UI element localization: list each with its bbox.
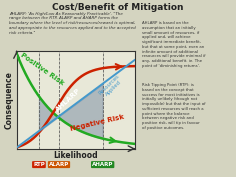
Y-axis label: Consequence: Consequence <box>5 71 14 129</box>
X-axis label: Likelihood: Likelihood <box>53 152 98 161</box>
Text: Negative Risk: Negative Risk <box>69 114 124 133</box>
Text: AHLARP is based on the
assumption that an initially
small amount of resources, i: AHLARP is based on the assumption that a… <box>142 21 205 68</box>
Text: Positive Risk: Positive Risk <box>20 52 65 86</box>
Text: Cost/Benefit of Mitigation: Cost/Benefit of Mitigation <box>52 3 184 12</box>
Text: AHLARP: AHLARP <box>55 87 82 113</box>
Text: Resources
Applied: Resources Applied <box>97 73 124 100</box>
Text: ALARP: ALARP <box>49 162 69 167</box>
Text: RTP: RTP <box>33 162 45 167</box>
Text: AHLARP: 'As High/Low As Reasonably Practicable'. "The
range between the RTP, ALA: AHLARP: 'As High/Low As Reasonably Pract… <box>9 12 136 35</box>
Text: Risk Tipping Point (RTP): is
based on the concept that
success for most initiati: Risk Tipping Point (RTP): is based on th… <box>142 83 205 130</box>
Text: AHARP: AHARP <box>92 162 113 167</box>
